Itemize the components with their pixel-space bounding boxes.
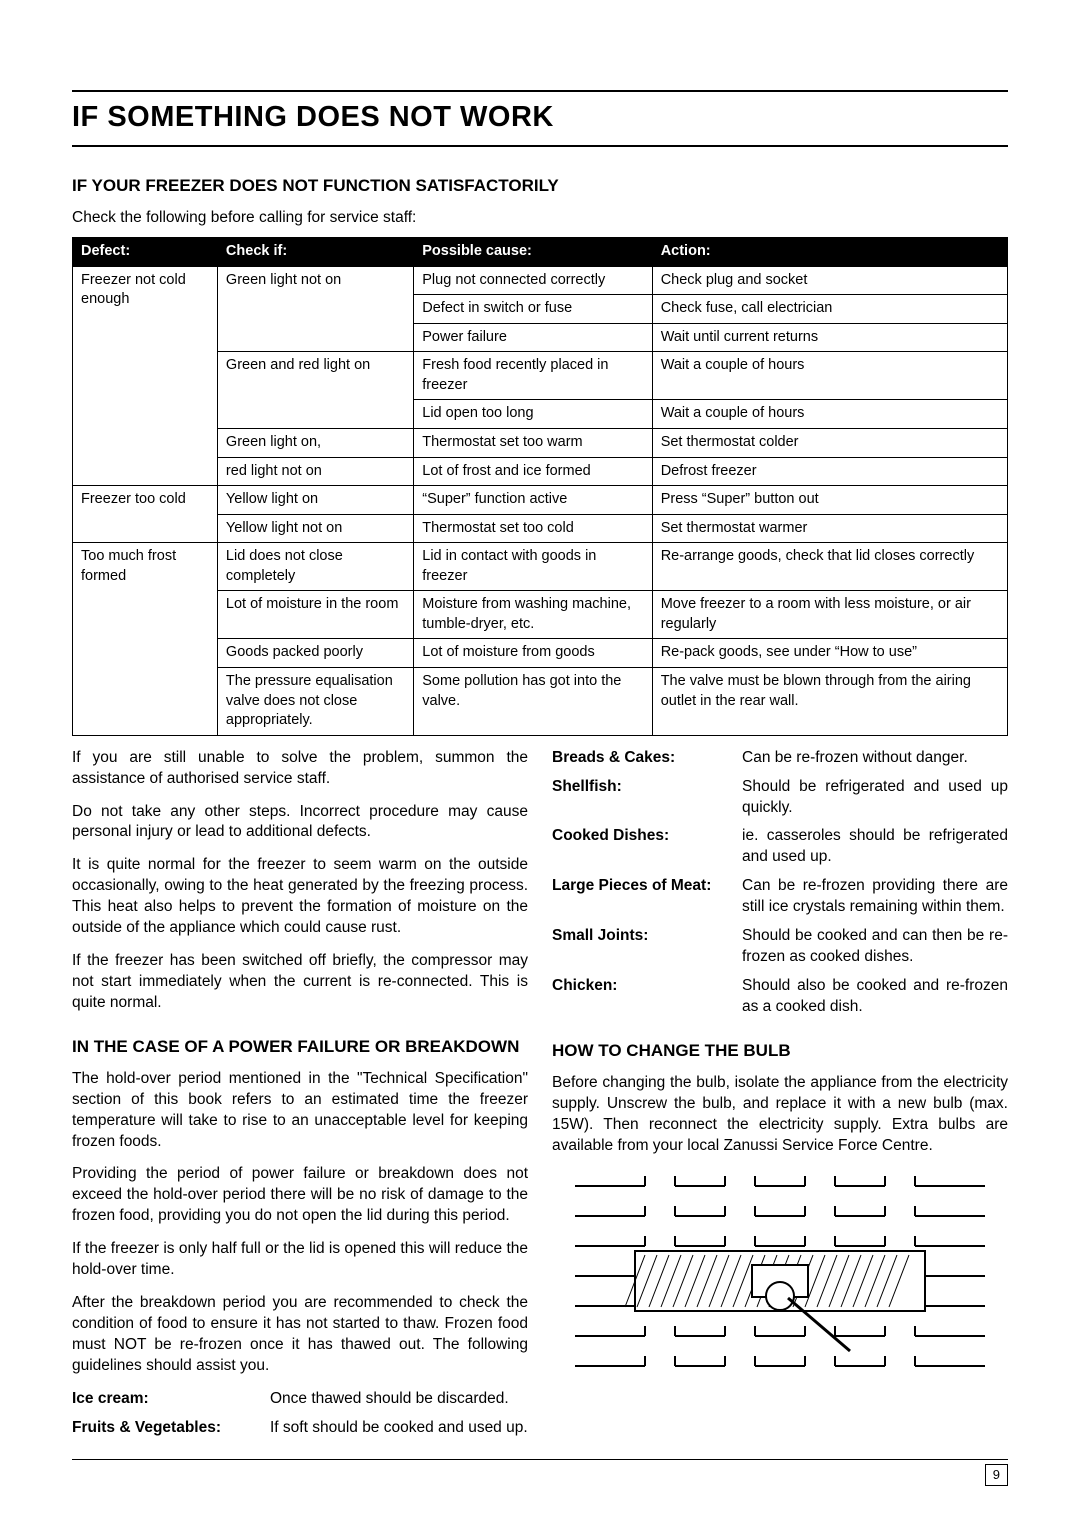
advisory-paragraph: Do not take any other steps. Incorrect p… (72, 802, 528, 844)
cell-cause: “Super” function active (414, 486, 652, 515)
food-label: Large Pieces of Meat: (552, 876, 742, 918)
food-guideline-row: Shellfish:Should be refrigerated and use… (552, 777, 1008, 819)
cell-action: Set thermostat colder (652, 428, 1007, 457)
power-failure-paragraph: After the breakdown period you are recom… (72, 1293, 528, 1377)
food-guideline-row: Chicken:Should also be cooked and re-fro… (552, 976, 1008, 1018)
food-label: Shellfish: (552, 777, 742, 819)
under-title-rule (72, 145, 1008, 147)
food-label: Fruits & Vegetables: (72, 1418, 270, 1439)
cell-defect: Freezer not cold enough (73, 266, 218, 486)
cell-action: Wait a couple of hours (652, 400, 1007, 429)
cell-check: Green light not on (217, 266, 413, 352)
table-header-row: Defect: Check if: Possible cause: Action… (73, 238, 1008, 267)
cell-cause: Fresh food recently placed in freezer (414, 352, 652, 400)
th-check: Check if: (217, 238, 413, 267)
power-failure-title: IN THE CASE OF A POWER FAILURE OR BREAKD… (72, 1036, 528, 1059)
cell-cause: Plug not connected correctly (414, 266, 652, 295)
cell-cause: Defect in switch or fuse (414, 295, 652, 324)
bulb-text: Before changing the bulb, isolate the ap… (552, 1073, 1008, 1157)
cell-action: Check fuse, call electrician (652, 295, 1007, 324)
footer-rule (72, 1459, 1008, 1460)
th-defect: Defect: (73, 238, 218, 267)
food-label: Cooked Dishes: (552, 826, 742, 868)
text-columns: If you are still unable to solve the pro… (72, 748, 1008, 1447)
cell-check: Lot of moisture in the room (217, 591, 413, 639)
cell-action: Check plug and socket (652, 266, 1007, 295)
cell-action: Wait until current returns (652, 323, 1007, 352)
page-number: 9 (985, 1464, 1008, 1486)
cell-action: Move freezer to a room with less moistur… (652, 591, 1007, 639)
cell-action: Wait a couple of hours (652, 352, 1007, 400)
table-row: Too much frost formedLid does not close … (73, 543, 1008, 591)
th-action: Action: (652, 238, 1007, 267)
cell-cause: Lid open too long (414, 400, 652, 429)
cell-cause: Power failure (414, 323, 652, 352)
food-guideline-row: Breads & Cakes:Can be re-frozen without … (552, 748, 1008, 769)
food-text: Should be refrigerated and used up quick… (742, 777, 1008, 819)
page-title: IF SOMETHING DOES NOT WORK (72, 92, 1008, 145)
subtitle: IF YOUR FREEZER DOES NOT FUNCTION SATISF… (72, 175, 1008, 198)
cell-action: Press “Super” button out (652, 486, 1007, 515)
intro-text: Check the following before calling for s… (72, 208, 1008, 229)
food-guideline-row: Large Pieces of Meat:Can be re-frozen pr… (552, 876, 1008, 918)
cell-cause: Lot of moisture from goods (414, 639, 652, 668)
food-label: Chicken: (552, 976, 742, 1018)
cell-cause: Thermostat set too warm (414, 428, 652, 457)
food-text: Can be re-frozen providing there are sti… (742, 876, 1008, 918)
right-column: Breads & Cakes:Can be re-frozen without … (552, 748, 1008, 1447)
cell-action: The valve must be blown through from the… (652, 668, 1007, 736)
bulb-diagram (552, 1176, 1008, 1386)
advisory-paragraph: It is quite normal for the freezer to se… (72, 855, 528, 939)
cell-check: Yellow light not on (217, 514, 413, 543)
food-guideline-row: Small Joints:Should be cooked and can th… (552, 926, 1008, 968)
table-row: Freezer too coldYellow light on“Super” f… (73, 486, 1008, 515)
cell-action: Re-pack goods, see under “How to use” (652, 639, 1007, 668)
cell-check: Yellow light on (217, 486, 413, 515)
advisory-paragraph: If the freezer has been switched off bri… (72, 951, 528, 1014)
cell-check: The pressure equalisation valve does not… (217, 668, 413, 736)
cell-cause: Lid in contact with goods in freezer (414, 543, 652, 591)
food-text: Can be re-frozen without danger. (742, 748, 1008, 769)
th-cause: Possible cause: (414, 238, 652, 267)
cell-action: Set thermostat warmer (652, 514, 1007, 543)
power-failure-paragraph: Providing the period of power failure or… (72, 1164, 528, 1227)
table-row: Freezer not cold enoughGreen light not o… (73, 266, 1008, 295)
cell-cause: Lot of frost and ice formed (414, 457, 652, 486)
cell-defect: Too much frost formed (73, 543, 218, 736)
left-column: If you are still unable to solve the pro… (72, 748, 528, 1447)
cell-cause: Moisture from washing machine, tumble-dr… (414, 591, 652, 639)
food-label: Ice cream: (72, 1389, 270, 1410)
cell-cause: Thermostat set too cold (414, 514, 652, 543)
cell-action: Defrost freezer (652, 457, 1007, 486)
cell-cause: Some pollution has got into the valve. (414, 668, 652, 736)
power-failure-paragraph: If the freezer is only half full or the … (72, 1239, 528, 1281)
cell-check: Goods packed poorly (217, 639, 413, 668)
food-label: Small Joints: (552, 926, 742, 968)
cell-check: Green light on, (217, 428, 413, 457)
bulb-title: HOW TO CHANGE THE BULB (552, 1040, 1008, 1063)
food-guideline-row: Fruits & Vegetables:If soft should be co… (72, 1418, 528, 1439)
food-guideline-row: Cooked Dishes:ie. casseroles should be r… (552, 826, 1008, 868)
cell-check: Lid does not close completely (217, 543, 413, 591)
food-guideline-row: Ice cream:Once thawed should be discarde… (72, 1389, 528, 1410)
cell-check: Green and red light on (217, 352, 413, 429)
food-text: Once thawed should be discarded. (270, 1389, 528, 1410)
cell-action: Re-arrange goods, check that lid closes … (652, 543, 1007, 591)
footer: 9 (72, 1459, 1008, 1486)
cell-check: red light not on (217, 457, 413, 486)
troubleshooting-table: Defect: Check if: Possible cause: Action… (72, 237, 1008, 736)
food-label: Breads & Cakes: (552, 748, 742, 769)
food-text: Should be cooked and can then be re-froz… (742, 926, 1008, 968)
advisory-paragraph: If you are still unable to solve the pro… (72, 748, 528, 790)
cell-defect: Freezer too cold (73, 486, 218, 543)
food-text: ie. casseroles should be refrigerated an… (742, 826, 1008, 868)
food-text: Should also be cooked and re-frozen as a… (742, 976, 1008, 1018)
food-text: If soft should be cooked and used up. (270, 1418, 528, 1439)
power-failure-paragraph: The hold-over period mentioned in the "T… (72, 1069, 528, 1153)
